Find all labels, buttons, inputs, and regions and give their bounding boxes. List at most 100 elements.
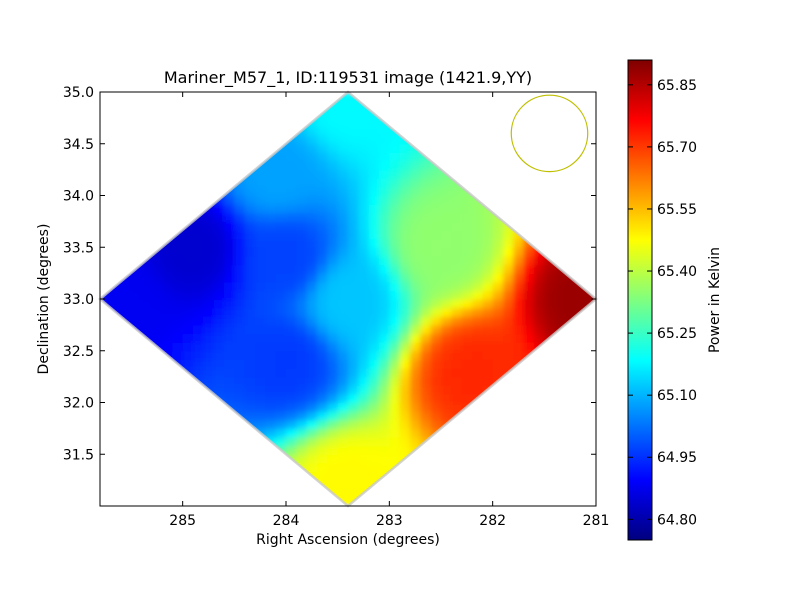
heatmap-cell <box>399 204 411 214</box>
heatmap-cell <box>265 92 277 102</box>
heatmap-cell <box>327 359 339 369</box>
heatmap-cell <box>286 411 297 421</box>
heatmap-cell <box>461 419 473 429</box>
heatmap-cell <box>131 230 142 240</box>
heatmap-cell <box>131 393 142 404</box>
heatmap-cell <box>255 255 266 266</box>
heatmap-cell <box>513 342 525 352</box>
heatmap-cell <box>327 437 339 447</box>
heatmap-cell <box>461 462 473 473</box>
heatmap-cell <box>565 488 576 498</box>
heatmap-cell <box>534 316 545 326</box>
heatmap-cell <box>255 230 266 240</box>
heatmap-cell <box>420 169 432 179</box>
heatmap-cell <box>492 324 504 335</box>
heatmap-cell <box>389 117 401 128</box>
heatmap-cell <box>503 255 514 266</box>
heatmap-cell <box>203 480 215 490</box>
heatmap-cell <box>389 186 401 197</box>
heatmap-cell <box>441 411 452 421</box>
heatmap-cell <box>389 480 401 490</box>
heatmap-cell <box>306 411 318 421</box>
heatmap-cell <box>513 195 525 205</box>
heatmap-cell <box>162 264 173 274</box>
heatmap-cell <box>203 462 215 473</box>
heatmap-cell <box>327 169 339 179</box>
heatmap-cell <box>193 350 204 360</box>
heatmap-cell <box>224 230 235 240</box>
heatmap-cell <box>120 212 132 222</box>
heatmap-cell <box>286 419 297 429</box>
heatmap-cell <box>327 497 339 506</box>
heatmap-cell <box>544 368 556 378</box>
heatmap-cell <box>120 264 132 274</box>
heatmap-cell <box>368 419 380 429</box>
heatmap-cell <box>420 135 432 145</box>
heatmap-cell <box>275 393 287 404</box>
heatmap-cell <box>141 393 153 404</box>
heatmap-cell <box>554 307 566 317</box>
heatmap-cell <box>513 264 525 274</box>
heatmap-cell <box>306 290 318 300</box>
heatmap-cell <box>410 497 421 506</box>
heatmap-cell <box>451 152 463 162</box>
heatmap-cell <box>575 135 587 145</box>
heatmap-cell <box>296 109 308 119</box>
heatmap-cell <box>461 195 473 205</box>
heatmap-cell <box>348 273 359 283</box>
heatmap-cell <box>120 471 132 481</box>
heatmap-cell <box>523 135 535 145</box>
heatmap-cell <box>203 368 215 378</box>
heatmap-cell <box>255 195 266 205</box>
heatmap-cell <box>348 402 359 412</box>
heatmap-cell <box>503 195 514 205</box>
heatmap-cell <box>441 368 452 378</box>
heatmap-cell <box>327 307 339 317</box>
heatmap-cell <box>565 264 576 274</box>
heatmap-cell <box>100 126 111 136</box>
heatmap-cell <box>544 445 556 455</box>
heatmap-cell <box>213 359 225 369</box>
heatmap-cell <box>100 428 111 438</box>
heatmap-cell <box>131 350 142 360</box>
heatmap-cell <box>265 428 277 438</box>
heatmap-cell <box>451 359 463 369</box>
heatmap-cell <box>234 152 246 162</box>
heatmap-cell <box>244 359 256 369</box>
heatmap-cell <box>306 437 318 447</box>
heatmap-cell <box>441 376 452 386</box>
heatmap-cell <box>430 255 442 266</box>
heatmap-cell <box>379 411 390 421</box>
heatmap-cell <box>399 238 411 248</box>
heatmap-cell <box>544 100 556 110</box>
heatmap-cell <box>534 488 545 498</box>
heatmap-cell <box>472 186 483 197</box>
heatmap-cell <box>172 221 184 231</box>
heatmap-cell <box>234 143 246 153</box>
heatmap-cell <box>120 281 132 291</box>
heatmap-cell <box>492 238 504 248</box>
heatmap-cell <box>296 230 308 240</box>
heatmap-cell <box>151 471 163 481</box>
heatmap-cell <box>265 402 277 412</box>
heatmap-cell <box>482 393 494 404</box>
heatmap-cell <box>151 316 163 326</box>
heatmap-cell <box>503 169 514 179</box>
heatmap-cell <box>585 445 596 455</box>
heatmap-cell <box>420 428 432 438</box>
heatmap-cell <box>513 126 525 136</box>
heatmap-cell <box>575 350 587 360</box>
colorbar-tick-label: 65.85 <box>657 78 697 94</box>
heatmap-cell <box>213 100 225 110</box>
heatmap-cell <box>234 497 246 506</box>
heatmap-cell <box>244 324 256 335</box>
heatmap-cell <box>234 247 246 257</box>
heatmap-cell <box>585 488 596 498</box>
heatmap-cell <box>337 333 349 343</box>
heatmap-cell <box>327 333 339 343</box>
heatmap-cell <box>585 402 596 412</box>
heatmap-cell <box>441 204 452 214</box>
heatmap-cell <box>565 428 576 438</box>
heatmap-cell <box>306 264 318 274</box>
heatmap-cell <box>317 290 328 300</box>
